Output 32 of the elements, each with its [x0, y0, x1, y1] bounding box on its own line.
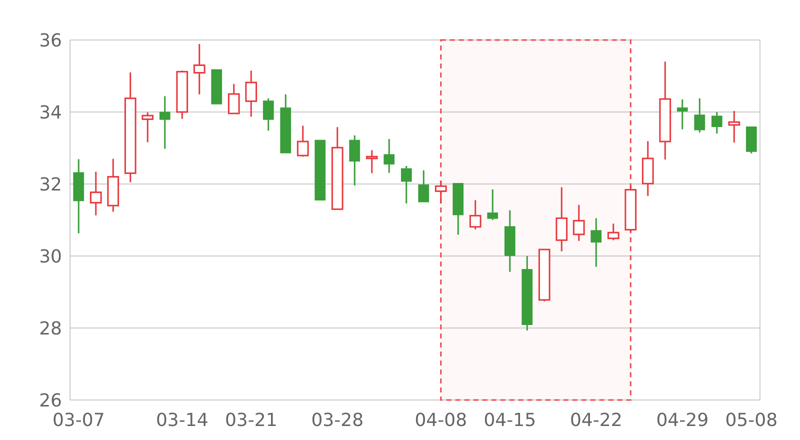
- x-tick-label: 03-07: [52, 410, 105, 431]
- candlestick: [245, 70, 258, 118]
- x-tick-label: 03-14: [156, 410, 208, 431]
- candlestick: [73, 158, 84, 234]
- candlestick: [366, 149, 378, 174]
- y-tick-label: 26: [39, 390, 62, 412]
- x-tick-label: 05-08: [725, 410, 778, 431]
- candlestick: [659, 60, 672, 160]
- candlestick: [522, 255, 533, 332]
- candlestick: [504, 210, 516, 273]
- candlestick: [193, 43, 206, 96]
- x-tick-label: 03-28: [311, 410, 364, 431]
- candlestick: [159, 95, 170, 150]
- candlestick: [556, 186, 568, 252]
- candlestick: [349, 134, 360, 186]
- candlestick: [676, 98, 688, 130]
- candlestick: [572, 204, 585, 242]
- y-tick-label: 36: [39, 30, 62, 52]
- candlestick: [590, 217, 602, 268]
- candlestick: [90, 171, 102, 216]
- candlestick: [728, 110, 740, 144]
- x-tick-label: 04-29: [656, 410, 709, 431]
- x-tick-label: 04-15: [484, 410, 536, 431]
- x-tick-label: 03-21: [224, 410, 278, 431]
- y-tick-label: 32: [39, 174, 62, 196]
- y-tick-label: 28: [39, 318, 62, 340]
- candlestick: [642, 140, 654, 197]
- y-tick-label: 30: [39, 246, 62, 268]
- x-tick-label: 04-22: [570, 410, 622, 431]
- x-tick-label: 04-08: [414, 410, 468, 431]
- candlestick: [384, 138, 395, 174]
- y-tick-label: 34: [39, 102, 62, 124]
